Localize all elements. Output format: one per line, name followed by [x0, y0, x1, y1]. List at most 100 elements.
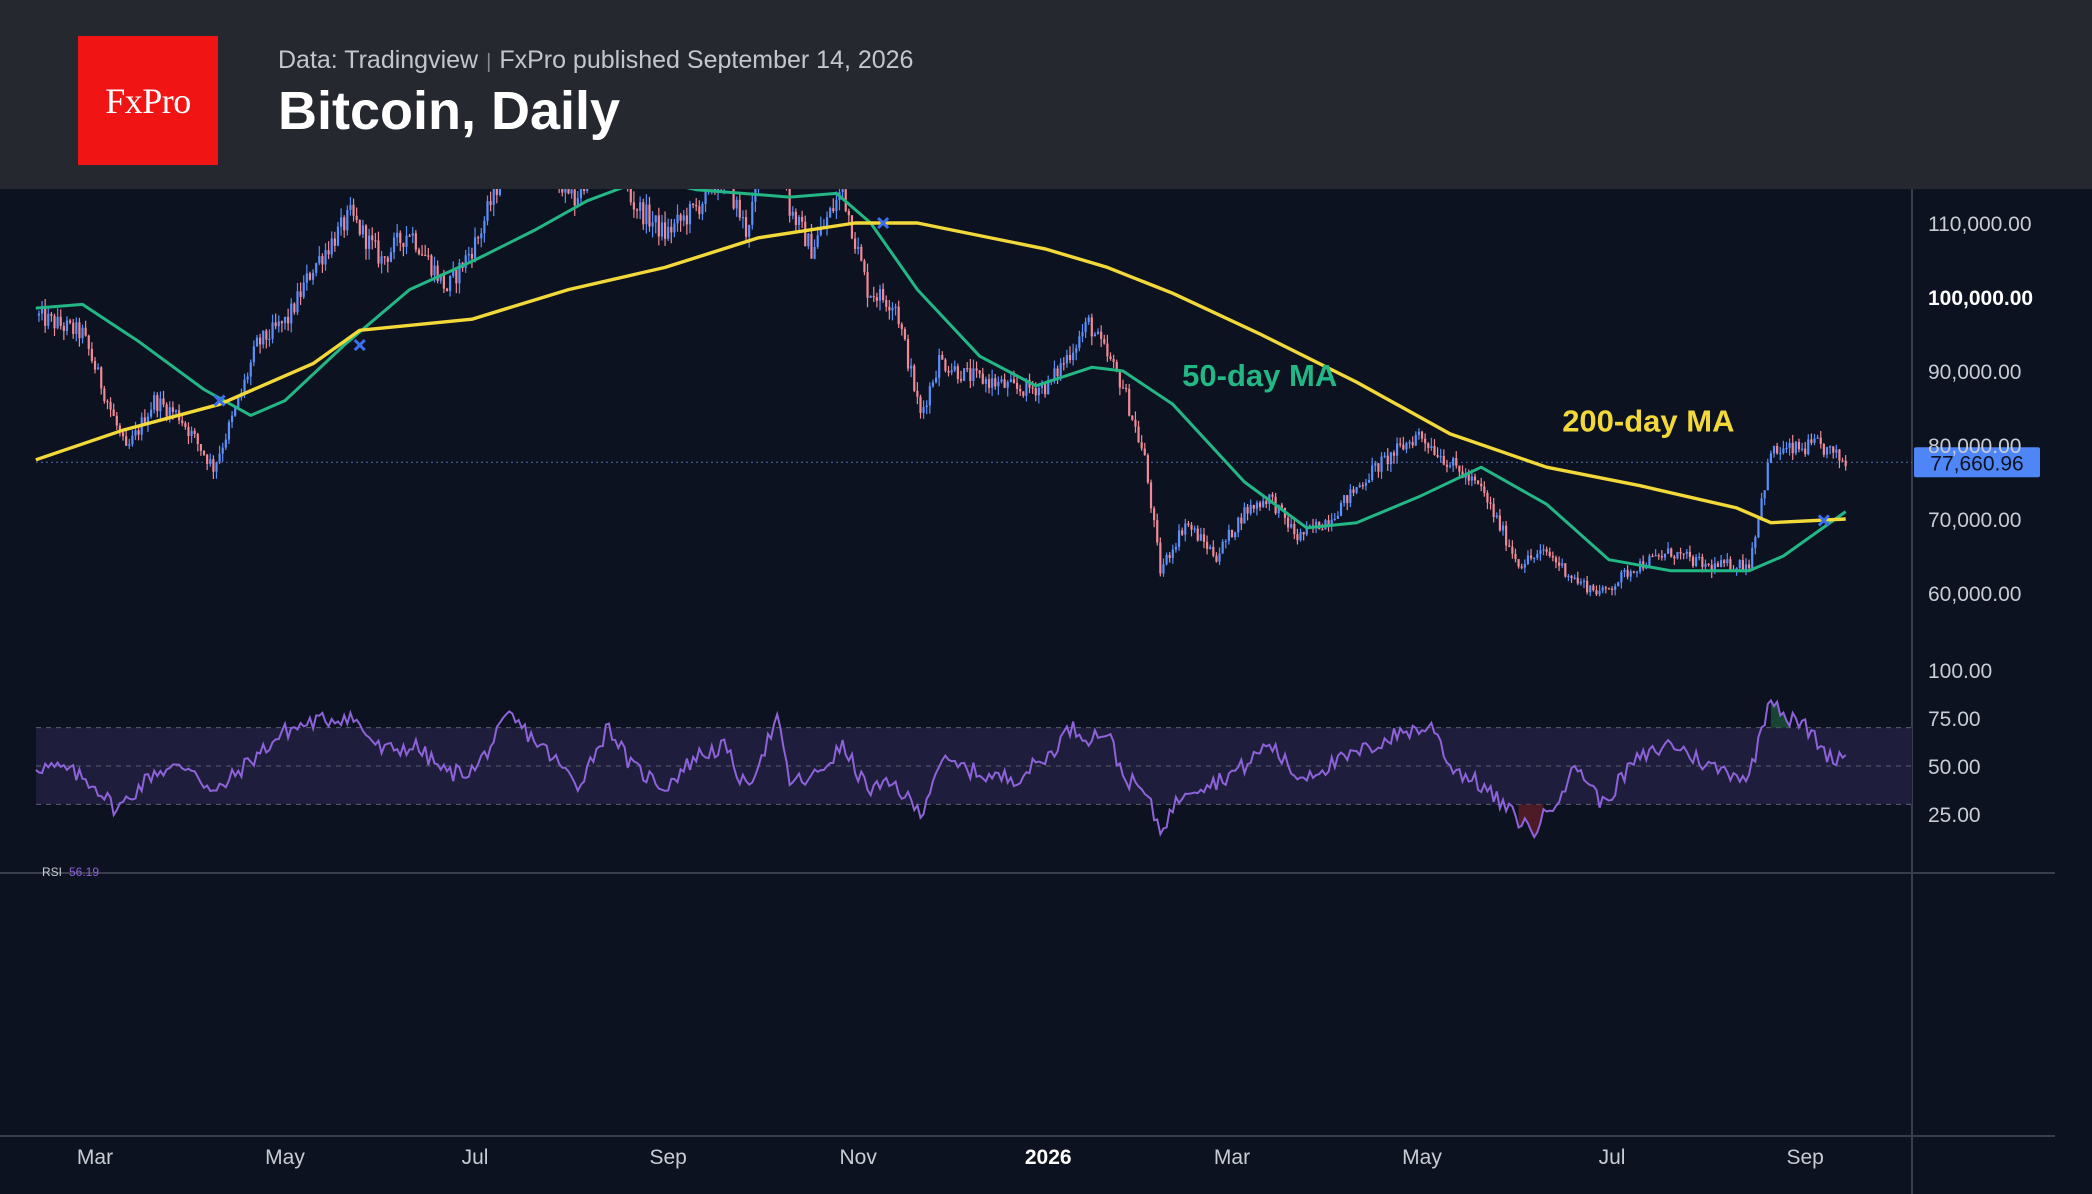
candle-body	[308, 273, 312, 280]
rsi-pane: RSI 56.19	[35, 698, 1912, 879]
candle-body	[221, 447, 224, 454]
candle-body	[1480, 483, 1483, 487]
candle-body	[190, 430, 193, 437]
candle-body	[654, 215, 657, 223]
candle-body	[1118, 371, 1121, 388]
candle-body	[866, 272, 869, 298]
candle-body	[352, 204, 355, 216]
candle-body	[679, 214, 682, 221]
candle-body	[1617, 582, 1620, 587]
candle-body	[645, 204, 648, 225]
candle-body	[1364, 482, 1368, 486]
candle-body	[1570, 575, 1573, 579]
candle-body	[1177, 530, 1181, 547]
candle-body	[561, 189, 564, 193]
candle-body	[1137, 426, 1140, 443]
candle-body	[1654, 555, 1657, 557]
candle-body	[50, 313, 53, 316]
candle-body	[346, 210, 349, 231]
candle-body	[1062, 363, 1065, 365]
candle-body	[112, 409, 115, 416]
candle-body	[925, 405, 928, 408]
candle-body	[651, 222, 654, 227]
rsi-tick: 25.00	[1928, 804, 1981, 827]
candle-body	[137, 430, 140, 435]
time-tick: Sep	[1786, 1146, 1823, 1169]
candle-body	[368, 235, 371, 249]
candle-body	[128, 444, 131, 446]
candle-body	[330, 238, 333, 255]
candle-body	[813, 246, 816, 259]
rsi-legend-label: RSI	[42, 865, 62, 879]
candle-body	[916, 390, 919, 397]
candle-body	[90, 348, 93, 361]
time-tick: Mar	[1214, 1146, 1250, 1169]
candle-body	[1635, 571, 1639, 573]
candle-body	[1047, 379, 1050, 395]
candle-body	[1237, 517, 1240, 533]
candle-body	[1810, 439, 1813, 443]
candle-body	[657, 215, 660, 237]
rsi-tick: 50.00	[1928, 756, 1981, 779]
candle-body	[816, 235, 819, 247]
candle-body	[947, 370, 950, 373]
candle-body	[701, 203, 704, 215]
candle-body	[87, 335, 90, 349]
candle-body	[277, 321, 280, 327]
candle-body	[458, 262, 461, 284]
candle-body	[377, 240, 380, 264]
candle-body	[258, 337, 262, 345]
candle-body	[1782, 448, 1785, 454]
candle-body	[567, 189, 570, 194]
candle-body	[885, 299, 888, 307]
candle-body	[1159, 542, 1162, 574]
candle-body	[296, 291, 299, 313]
candle-body	[1424, 438, 1427, 444]
candle-body	[1302, 532, 1305, 535]
candle-body	[1271, 494, 1274, 497]
candle-body	[237, 397, 240, 409]
candle-body	[477, 237, 480, 239]
candle-body	[181, 420, 184, 424]
candle-body	[302, 282, 305, 297]
annotations: 50-day MA 200-day MA	[1182, 358, 1734, 439]
candle-body	[582, 189, 586, 191]
candle-body	[1012, 379, 1016, 383]
candle-body	[1557, 562, 1561, 566]
ma200-label: 200-day MA	[1562, 404, 1734, 439]
candle-body	[1202, 534, 1206, 542]
candle-body	[1037, 387, 1040, 396]
candle-body	[1667, 548, 1670, 554]
candle-body	[1436, 454, 1439, 457]
candle-body	[1816, 437, 1819, 439]
candle-body	[1835, 449, 1838, 453]
candle-body	[1448, 465, 1452, 467]
candle-body	[230, 415, 234, 423]
candle-body	[667, 226, 670, 239]
candle-body	[1586, 580, 1589, 593]
price-chart[interactable]: RSI 56.19 77,660.96140,000.00130,000.0012…	[0, 189, 2092, 1194]
candle-body	[1651, 555, 1654, 558]
candle-body	[1315, 521, 1318, 528]
candle-body	[1374, 463, 1377, 466]
candle-body	[97, 367, 100, 370]
candle-body	[374, 240, 377, 242]
candle-body	[1212, 546, 1215, 556]
cross-marker	[877, 216, 890, 230]
header-bar: FxPro Data: Tradingview | FxPro published …	[0, 0, 2092, 189]
candle-body	[685, 215, 688, 225]
candle-body	[673, 223, 676, 233]
candle-body	[1828, 446, 1832, 448]
candle-body	[324, 250, 327, 265]
candle-body	[1290, 523, 1293, 528]
candle-body	[1392, 452, 1396, 456]
candle-body	[704, 189, 707, 204]
candle-body	[1776, 445, 1779, 454]
candle-body	[1685, 551, 1688, 554]
candle-body	[953, 366, 956, 371]
candle-body	[1430, 446, 1433, 449]
candle-body	[1420, 431, 1424, 439]
candle-body	[72, 322, 75, 334]
candle-body	[1663, 553, 1667, 558]
candle-body	[234, 408, 237, 416]
